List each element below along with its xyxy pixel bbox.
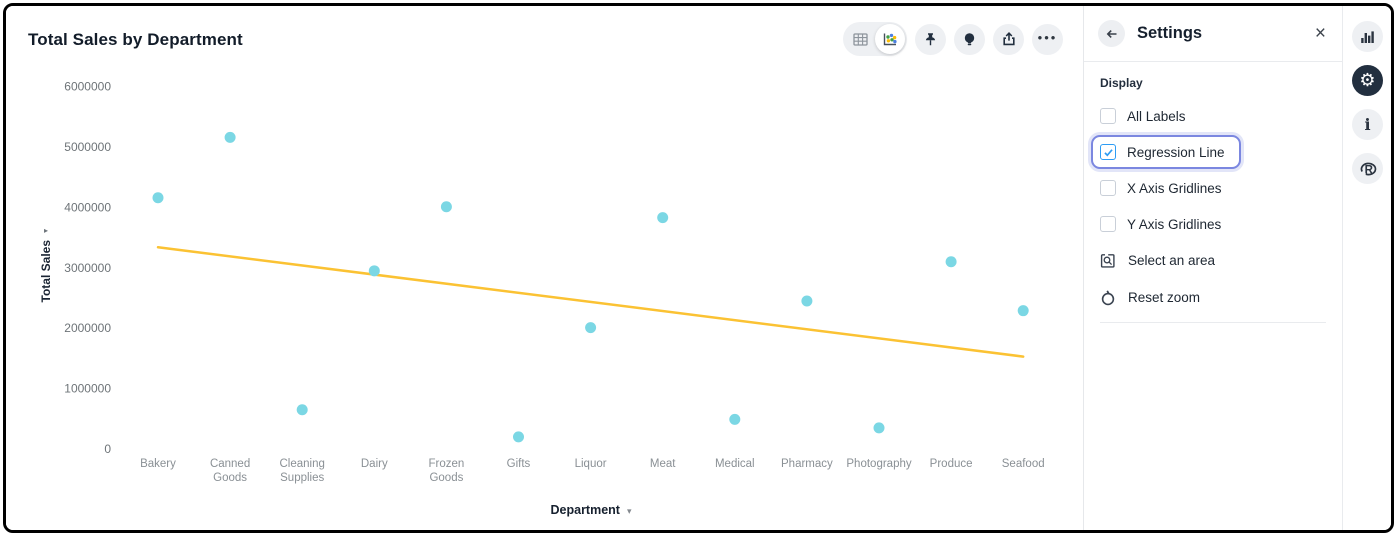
x-axis-tick: Cleaning Supplies — [279, 458, 324, 484]
x-axis-tick: Seafood — [1002, 458, 1045, 470]
x-axis-tick: Dairy — [361, 458, 388, 470]
y-axis-tick: 2000000 — [64, 321, 111, 335]
select-area-icon — [1100, 253, 1115, 268]
scatter-chart-svg: 0 1000000 2000000 3000000 4000000 5000000 6000… — [64, 80, 1045, 484]
back-arrow-icon — [1106, 29, 1116, 38]
settings-divider — [1100, 322, 1326, 323]
data-point-frozen-goods[interactable] — [440, 201, 452, 213]
y-axis-tick: 6000000 — [64, 80, 111, 94]
data-point-medical[interactable] — [729, 413, 741, 425]
x-axis-tick: Bakery — [140, 458, 176, 470]
x-axis-field[interactable]: Department ▾ — [158, 503, 1024, 517]
x-axis-tick: Medical — [715, 458, 755, 470]
y-axis-label: Total Sales — [39, 240, 53, 303]
data-point-dairy[interactable] — [368, 265, 380, 277]
regression-line — [156, 246, 1025, 358]
checkbox-box[interactable] — [1100, 180, 1116, 196]
checkbox-box[interactable] — [1100, 108, 1116, 124]
more-button[interactable]: ••• — [1032, 23, 1063, 55]
x-axis-tick: Meat — [650, 458, 676, 470]
svg-text:R: R — [1365, 164, 1374, 176]
bar-chart-icon — [1361, 30, 1374, 43]
settings-gear-button[interactable]: ⚙ — [1352, 65, 1383, 96]
y-axis-field[interactable]: ▸ Total Sales — [32, 226, 60, 303]
data-point-photography[interactable] — [873, 422, 885, 434]
table-view-button[interactable] — [845, 24, 875, 54]
settings-body: Display All Labels Regression Line X Axi… — [1084, 62, 1342, 337]
table-grid-icon — [852, 32, 868, 46]
info-icon: i — [1364, 114, 1371, 134]
chart-view-button[interactable] — [875, 24, 905, 54]
data-point-produce[interactable] — [945, 256, 957, 268]
x-axis-tick: Photography — [846, 458, 911, 470]
settings-header: Settings × — [1084, 6, 1342, 62]
select-area-button[interactable]: Select an area — [1100, 242, 1326, 279]
x-axis-dropdown-icon: ▾ — [626, 505, 632, 516]
gear-icon: ⚙ — [1359, 70, 1376, 90]
pin-button[interactable] — [915, 23, 946, 55]
checkmark-icon — [1103, 148, 1113, 157]
display-section-label: Display — [1100, 76, 1143, 90]
scatter-chart-icon — [883, 33, 897, 45]
x-axis-tick: Canned Goods — [210, 458, 250, 484]
icon-rail: ⚙ i R — [1342, 6, 1391, 530]
checkbox-y-axis-gridlines[interactable]: Y Axis Gridlines — [1100, 206, 1235, 242]
chart-toolbar: ••• — [843, 22, 1063, 56]
app-window: Total Sales by Department 0 1000000 200000… — [3, 3, 1394, 533]
data-point-bakery[interactable] — [152, 192, 164, 204]
export-icon — [1002, 31, 1015, 46]
data-point-liquor[interactable] — [585, 322, 597, 334]
back-button[interactable] — [1098, 20, 1125, 47]
checkbox-box[interactable] — [1100, 144, 1116, 160]
chart-title: Total Sales by Department — [28, 30, 243, 49]
data-point-gifts[interactable] — [513, 431, 524, 443]
reset-zoom-button[interactable]: Reset zoom — [1100, 279, 1326, 316]
ellipsis-icon: ••• — [1037, 29, 1058, 45]
checkbox-x-axis-gridlines[interactable]: X Axis Gridlines — [1100, 170, 1236, 206]
y-axis-tick: 1000000 — [64, 382, 111, 396]
x-axis-tick: Pharmacy — [781, 458, 833, 470]
checkbox-all-labels[interactable]: All Labels — [1100, 98, 1200, 134]
y-axis-tick: 4000000 — [64, 200, 111, 214]
chart-panel: Total Sales by Department 0 1000000 200000… — [6, 6, 1084, 530]
x-axis-label: Department — [550, 503, 620, 517]
checkbox-box[interactable] — [1100, 216, 1116, 232]
data-point-meat[interactable] — [657, 212, 669, 224]
data-point-pharmacy[interactable] — [801, 295, 813, 307]
r-analytics-button[interactable]: R — [1352, 153, 1383, 184]
settings-title: Settings — [1137, 24, 1203, 42]
export-button[interactable] — [993, 23, 1024, 55]
info-button[interactable]: i — [1352, 109, 1383, 140]
close-button[interactable]: × — [1314, 23, 1326, 44]
view-toggle — [843, 22, 907, 56]
chart-options-button[interactable] — [1352, 21, 1383, 52]
data-point-cleaning-supplies[interactable] — [296, 404, 308, 416]
x-axis-tick: Liquor — [575, 458, 607, 470]
data-point-seafood[interactable] — [1017, 305, 1029, 317]
x-axis-tick: Frozen Goods — [429, 458, 465, 484]
y-axis-tick: 0 — [104, 442, 111, 456]
reset-zoom-icon — [1101, 290, 1115, 305]
lightbulb-icon — [964, 32, 975, 45]
checkbox-regression-line[interactable]: Regression Line — [1091, 135, 1241, 169]
y-axis-tick: 5000000 — [64, 140, 111, 154]
insights-button[interactable] — [954, 23, 985, 55]
x-axis-tick: Gifts — [507, 458, 531, 470]
settings-panel: Settings × Display All Labels Regression… — [1084, 6, 1342, 530]
x-axis-tick: Produce — [930, 458, 973, 470]
y-axis-tick: 3000000 — [64, 261, 111, 275]
pin-icon — [925, 32, 936, 45]
r-logo-icon: R — [1360, 162, 1377, 176]
y-axis-dropdown-icon: ▸ — [43, 226, 48, 235]
data-point-canned-goods[interactable] — [224, 131, 236, 143]
